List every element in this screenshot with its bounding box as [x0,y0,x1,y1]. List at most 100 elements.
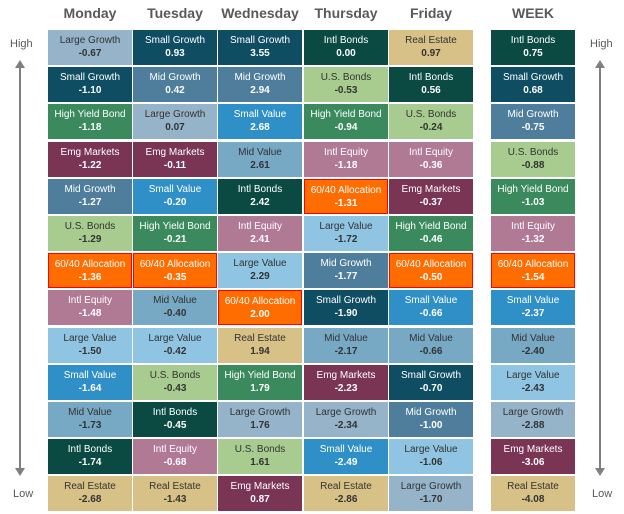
cell-asset-label: Real Estate [507,481,559,493]
table-cell: Mid Value -2.17 [304,327,388,363]
cell-return-value: -2.34 [334,420,358,431]
table-cell: 60/40 Allocation -1.36 [48,253,132,289]
cell-return-value: -1.18 [78,122,102,134]
table-cell: Mid Growth -1.27 [48,178,132,214]
table-cell: Mid Growth 0.42 [133,67,217,103]
table-cell: 60/40 Allocation -0.50 [389,253,473,289]
cell-return-value: -1.77 [334,271,358,283]
table-cell: 60/40 Allocation 2.00 [218,290,302,326]
table-cell: Real Estate -4.08 [491,476,575,512]
cell-asset-label: Real Estate [149,481,201,493]
cell-asset-label: Large Value [404,444,458,456]
cell-return-value: -1.36 [78,272,102,284]
cell-return-value: -0.53 [334,85,358,97]
table-cell: Mid Value -2.40 [491,327,575,363]
cell-asset-label: Emg Markets [316,369,376,381]
cell-asset-label: High Yield Bond [497,183,569,195]
table-cell: Intl Equity -1.32 [491,216,575,251]
cell-return-value: 2.00 [250,309,270,321]
cell-asset-label: Mid Growth [234,72,286,84]
table-cell: High Yield Bond 1.79 [218,364,302,400]
cell-asset-label: Real Estate [320,481,372,493]
cell-return-value: -0.94 [334,122,358,134]
table-cell: Large Value -1.50 [48,327,132,363]
cell-return-value: -0.42 [163,345,187,357]
table-cell: Large Value 2.29 [218,253,302,289]
table-cell: U.S. Bonds -0.88 [491,141,575,177]
table-cell: U.S. Bonds 1.61 [218,439,302,475]
cell-return-value: -1.00 [419,420,443,431]
cell-asset-label: Small Growth [315,295,376,307]
cell-return-value: -0.67 [78,48,102,59]
cell-asset-label: Emg Markets [503,444,563,456]
cell-return-value: -0.40 [163,308,187,320]
cell-return-value: -2.23 [334,382,358,394]
table-cell: U.S. Bonds -1.29 [48,216,132,251]
table-cell: Small Value 2.68 [218,104,302,140]
cell-return-value: -0.35 [163,272,187,284]
column-header-wednesday: Wednesday [221,5,299,21]
table-cell: Intl Equity -1.18 [304,141,388,177]
cell-return-value: -1.43 [163,494,187,506]
cell-return-value: -0.45 [163,420,187,431]
cell-asset-label: Small Growth [400,369,461,381]
cell-asset-label: Large Growth [400,481,462,493]
cell-return-value: -2.49 [334,457,358,469]
cell-return-value: -1.29 [78,234,102,245]
cell-return-value: -4.08 [521,494,545,506]
cell-return-value: 2.68 [250,122,270,134]
cell-asset-label: Small Value [319,444,373,456]
cell-return-value: -0.46 [419,234,443,245]
cell-return-value: 2.41 [250,234,270,245]
cell-return-value: -0.88 [521,159,545,171]
cell-return-value: -0.70 [419,382,443,394]
table-cell: Small Growth -0.70 [389,364,473,400]
cell-asset-label: Large Growth [315,407,377,418]
cell-return-value: -0.36 [419,159,443,171]
table-cell: Large Growth -2.88 [491,402,575,437]
cell-asset-label: Mid Value [153,295,197,307]
cell-asset-label: Small Growth [59,72,120,84]
cell-return-value: -0.66 [419,345,443,357]
cell-asset-label: Real Estate [405,35,457,46]
cell-return-value: -1.06 [419,457,443,469]
cell-return-value: -1.18 [334,159,358,171]
table-cell: 60/40 Allocation -1.31 [304,178,388,214]
arrow-up-left-icon [15,60,25,68]
table-cell: Emg Markets -0.37 [389,178,473,214]
table-cell: Large Growth -1.70 [389,476,473,512]
column-header-friday: Friday [409,5,452,21]
cell-asset-label: High Yield Bond [224,369,296,381]
cell-asset-label: U.S. Bonds [234,444,286,456]
cell-asset-label: 60/40 Allocation [395,259,467,271]
cell-asset-label: Real Estate [64,481,116,493]
cell-asset-label: Mid Value [409,332,453,344]
table-cell: Small Growth 0.93 [133,30,217,65]
cell-return-value: -2.37 [521,308,545,320]
axis-line-left [19,66,21,470]
cell-return-value: -1.73 [78,420,102,431]
cell-return-value: -1.27 [78,196,102,208]
cell-return-value: -0.66 [419,308,443,320]
cell-return-value: -1.70 [419,494,443,506]
cell-return-value: -0.50 [419,272,443,284]
cell-asset-label: 60/40 Allocation [139,259,211,271]
cell-return-value: 1.79 [250,382,270,394]
cell-return-value: 0.56 [421,85,441,97]
table-cell: Intl Bonds 0.75 [491,30,575,65]
table-cell: Intl Equity -1.48 [48,290,132,326]
cell-asset-label: U.S. Bonds [64,221,116,232]
cell-asset-label: Large Value [319,221,373,232]
low-label-right: Low [592,488,613,500]
table-cell: Small Value -1.64 [48,364,132,400]
cell-return-value: -1.32 [521,234,545,245]
cell-return-value: 0.42 [165,85,185,97]
cell-return-value: -0.37 [419,196,443,208]
cell-return-value: -1.64 [78,382,102,394]
table-cell: Real Estate -2.68 [48,476,132,512]
table-cell: High Yield Bond -0.21 [133,216,217,251]
column-header-monday: Monday [63,5,117,21]
table-cell: Emg Markets -1.22 [48,141,132,177]
cell-asset-label: Mid Growth [149,72,201,84]
cell-asset-label: Intl Equity [238,221,282,232]
